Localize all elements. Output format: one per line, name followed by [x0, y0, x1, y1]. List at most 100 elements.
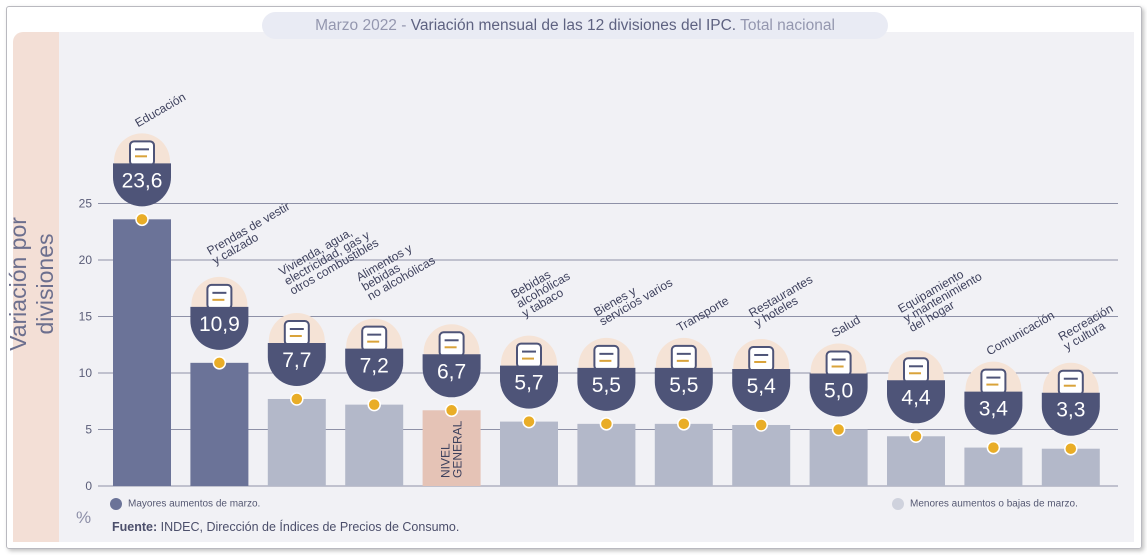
- first-aid-icon-shape: [825, 350, 852, 377]
- title-prefix: Marzo 2022 -: [315, 17, 411, 34]
- source-footer: Fuente: INDEC, Dirección de Índices de P…: [112, 520, 459, 534]
- bar: [500, 421, 558, 486]
- value-plate: [345, 348, 404, 392]
- bottle-icon: [516, 342, 542, 369]
- value-plate: [887, 380, 946, 424]
- category-label: Educación: [133, 90, 189, 130]
- y-tick-label: 25: [79, 197, 93, 211]
- title-suffix: Total nacional: [736, 17, 835, 34]
- notebook-icon-shape: [129, 140, 155, 167]
- shopping-bag-icon-shape: [438, 331, 465, 358]
- y-tick-label: 5: [85, 423, 92, 437]
- category-label-line: NIVEL: [439, 443, 453, 478]
- bar: [887, 436, 945, 486]
- legend-high: Mayores aumentos de marzo.: [110, 498, 260, 510]
- value-label: 7,7: [282, 349, 311, 372]
- value-badge: 23,6: [113, 133, 171, 207]
- y-tick-label: 20: [79, 253, 93, 267]
- value-badge: 5,7: [500, 335, 558, 409]
- bar: [577, 423, 636, 486]
- value-plate: [732, 368, 791, 412]
- bar-top-dot: [444, 403, 459, 418]
- lightbulb-icon: [283, 319, 310, 346]
- value-badge: 5,5: [654, 337, 713, 411]
- value-plate: [422, 354, 481, 398]
- bar: [809, 429, 868, 486]
- value-badge: 3,3: [1041, 362, 1100, 436]
- sun-hat-icon-shape: [1057, 369, 1084, 396]
- cutlery-icon: [748, 345, 775, 372]
- sube-card-icon: [670, 344, 697, 371]
- value-badge: 6,7: [422, 324, 481, 398]
- axis-strip: [13, 32, 59, 542]
- bar: [345, 404, 404, 486]
- groceries-icon: [361, 325, 388, 352]
- bar: [190, 362, 249, 486]
- bar: [654, 423, 713, 486]
- bar: [422, 410, 481, 486]
- value-badge: 3,4: [964, 361, 1023, 435]
- value-plate: [1041, 392, 1100, 436]
- value-badge: 5,5: [577, 337, 636, 411]
- shopping-bag-icon: [438, 331, 465, 358]
- bar-top-dot: [135, 212, 149, 227]
- value-badge: 7,2: [345, 318, 404, 392]
- value-label: 5,4: [747, 375, 777, 398]
- value-plate: [267, 342, 326, 386]
- value-label: 5,5: [592, 374, 621, 397]
- bar-top-dot: [754, 418, 768, 432]
- groceries-icon-shape: [361, 325, 388, 352]
- bar-top-dot: [290, 392, 304, 406]
- value-plate: [190, 306, 249, 350]
- unit-label: %: [76, 508, 92, 527]
- bar: [113, 219, 171, 486]
- value-badge: 10,9: [190, 276, 249, 350]
- value-plate: [964, 391, 1023, 435]
- washing-machine-icon-shape: [903, 357, 929, 384]
- sun-hat-icon: [1057, 369, 1084, 396]
- chart-title: Marzo 2022 - Variación mensual de las 12…: [262, 12, 888, 39]
- notebook-icon: [129, 140, 155, 167]
- title-main: Variación mensual de las 12 divisiones d…: [410, 17, 737, 34]
- value-label: 5,7: [514, 372, 543, 395]
- legend-high-label: Mayores aumentos de marzo.: [128, 498, 261, 510]
- bar-top-dot: [522, 414, 536, 429]
- category-label: Comunicación: [984, 308, 1057, 358]
- category-label-line: Educación: [133, 90, 189, 130]
- legend-low-swatch: [892, 498, 904, 510]
- washing-machine-icon: [903, 357, 929, 384]
- value-badge: 5,0: [809, 343, 868, 417]
- value-label: 4,4: [901, 386, 931, 409]
- sube-card-icon-shape: [670, 344, 697, 371]
- bar-top-dot: [831, 422, 846, 437]
- category-label-line: Transporte: [674, 293, 731, 334]
- bar-top-dot: [909, 429, 923, 444]
- smartphone-icon: [980, 368, 1007, 395]
- value-label: 5,0: [824, 380, 853, 403]
- legend-high-swatch: [110, 498, 122, 510]
- cutlery-icon-shape: [748, 345, 775, 372]
- y-tick-label: 0: [85, 479, 92, 493]
- value-badge: 4,4: [887, 350, 946, 424]
- value-plate: [654, 367, 713, 411]
- value-label: 23,6: [122, 169, 163, 192]
- lightbulb-icon-shape: [283, 319, 310, 346]
- source-label: Fuente:: [112, 520, 158, 534]
- bar-top-dot: [677, 417, 691, 431]
- bar-top-dot: [1064, 441, 1078, 456]
- value-label: 7,2: [360, 355, 389, 378]
- value-plate: [113, 163, 171, 207]
- comb-scissors-icon: [593, 344, 620, 371]
- source-text: INDEC, Dirección de Índices de Precios d…: [157, 520, 460, 534]
- category-label: Transporte: [674, 293, 731, 334]
- comb-scissors-icon-shape: [593, 344, 620, 371]
- value-badge: 5,4: [732, 338, 791, 412]
- legend-low-label: Menores aumentos o bajas de marzo.: [910, 498, 1078, 510]
